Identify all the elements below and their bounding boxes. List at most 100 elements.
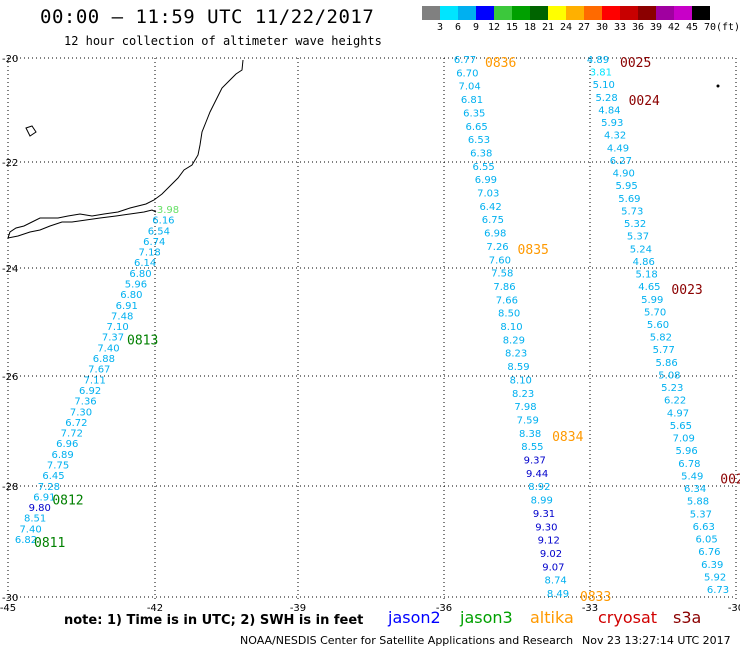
color-swatch <box>422 6 440 20</box>
color-scale-label: 70 <box>703 22 717 33</box>
wave-height-value: 7.30 <box>70 407 92 418</box>
color-scale-label: 15 <box>505 22 519 33</box>
wave-height-value: 5.95 <box>615 181 637 192</box>
legend-altika-label: altika <box>530 608 574 627</box>
wave-height-value: 9.12 <box>538 536 560 547</box>
wave-height-value: 9.37 <box>524 456 546 467</box>
lat-label: -28 <box>2 482 18 493</box>
wave-height-value: 8.10 <box>500 322 522 333</box>
island <box>25 125 37 137</box>
wave-height-value: 6.05 <box>695 535 717 546</box>
wave-height-value: 6.70 <box>456 68 478 79</box>
wave-height-value: 5.65 <box>670 421 692 432</box>
wave-height-value: 4.65 <box>638 282 660 293</box>
wave-height-value: 8.55 <box>521 442 543 453</box>
wave-height-value: 6.63 <box>693 522 715 533</box>
wave-height-value: 5.96 <box>675 446 697 457</box>
time-label: 0811 <box>34 536 65 551</box>
wave-height-value: 6.27 <box>610 156 632 167</box>
wave-height-value: 8.51 <box>24 514 46 525</box>
wave-height-value: 7.60 <box>489 255 511 266</box>
axis-labels: -45 -42 -39 -36 -33 -30 -20 -22 -24 -26 -28 -30 <box>0 54 740 614</box>
wave-height-value: 5.82 <box>650 333 672 344</box>
wave-height-value: 6.96 <box>56 439 78 450</box>
wave-height-value: 5.99 <box>641 295 663 306</box>
color-scale-label: 6 <box>454 22 462 33</box>
wave-height-value: 5.32 <box>624 219 646 230</box>
wave-height-value: 6.14 <box>134 258 156 269</box>
wave-height-value: 4.90 <box>613 169 635 180</box>
wave-height-value: 8.10 <box>510 375 532 386</box>
wave-height-value: 7.28 <box>38 482 60 493</box>
wave-height-value: 6.74 <box>143 237 165 248</box>
wave-height-value: 5.60 <box>647 320 669 331</box>
island-dot <box>716 84 720 88</box>
color-scale-label: 45 <box>685 22 699 33</box>
wave-height-value: 6.35 <box>463 108 485 119</box>
wave-height-value: 9.80 <box>29 503 51 514</box>
wave-height-value: 5.88 <box>687 497 709 508</box>
wave-height-value: 6.72 <box>65 418 87 429</box>
wave-height-value: 4.86 <box>633 257 655 268</box>
coastline <box>7 59 244 239</box>
time-label: 0834 <box>552 430 583 445</box>
wave-height-value: 6.81 <box>461 95 483 106</box>
legend-cryosat-label: cryosat <box>598 608 658 627</box>
wave-height-value: 6.92 <box>79 386 101 397</box>
color-scale-label: 39 <box>649 22 663 33</box>
wave-height-value: 6.80 <box>129 269 151 280</box>
color-swatch <box>494 6 512 20</box>
color-swatch <box>674 6 692 20</box>
lat-label: -26 <box>2 372 18 383</box>
wave-height-value: 7.66 <box>496 295 518 306</box>
wave-height-value: 6.99 <box>475 175 497 186</box>
wave-height-value: 7.03 <box>477 189 499 200</box>
wave-height-value: 7.40 <box>97 343 119 354</box>
wave-height-value: 7.10 <box>106 322 128 333</box>
wave-height-value: 5.18 <box>635 270 657 281</box>
wave-height-value: 6.98 <box>484 229 506 240</box>
color-swatch <box>476 6 494 20</box>
wave-height-value: 5.24 <box>630 244 652 255</box>
lon-label: -45 <box>0 603 16 614</box>
color-swatch <box>656 6 674 20</box>
timestamp-text: Nov 23 13:27:14 UTC 2017 <box>582 634 731 647</box>
color-scale-label: 24 <box>559 22 573 33</box>
wave-height-value: 8.74 <box>545 576 567 587</box>
credit-text: NOAA/NESDIS Center for Satellite Applica… <box>240 634 574 647</box>
wave-height-value: 4.32 <box>604 131 626 142</box>
wave-height-value: 8.50 <box>498 309 520 320</box>
page-subtitle: 12 hour collection of altimeter wave hei… <box>64 34 382 48</box>
wave-height-value: 5.28 <box>595 93 617 104</box>
wave-height-value: 5.37 <box>690 509 712 520</box>
color-swatch <box>548 6 566 20</box>
color-scale-label: 12 <box>487 22 501 33</box>
wave-height-value: 5.69 <box>618 194 640 205</box>
satellite-tracks: 3.986.166.546.747.186.146.805.966.806.91… <box>15 55 740 605</box>
wave-height-value: 6.88 <box>93 354 115 365</box>
wave-height-value: 6.38 <box>470 148 492 159</box>
wave-height-value: 8.23 <box>512 389 534 400</box>
wave-height-value: 7.26 <box>486 242 508 253</box>
wave-height-value: 7.75 <box>47 460 69 471</box>
wave-height-value: 6.54 <box>148 226 170 237</box>
wave-height-value: 6.55 <box>472 162 494 173</box>
color-scale-label: 36 <box>631 22 645 33</box>
wave-height-value: 7.09 <box>673 434 695 445</box>
wave-height-value: 7.72 <box>61 429 83 440</box>
wave-height-value: 7.59 <box>517 415 539 426</box>
wave-height-value: 5.92 <box>704 572 726 583</box>
legend-jason3: jason3 <box>460 608 513 627</box>
wave-height-value: 6.53 <box>468 135 490 146</box>
wave-height-value: 8.38 <box>519 429 541 440</box>
time-label: 0835 <box>518 243 549 258</box>
lon-label: -36 <box>436 603 452 614</box>
wave-height-value: 7.04 <box>459 82 481 93</box>
wave-height-value: 5.70 <box>644 307 666 318</box>
wave-height-value: 7.86 <box>493 282 515 293</box>
note-text: note: 1) Time is in UTC; 2) SWH is in fe… <box>64 613 364 628</box>
wave-height-value: 9.31 <box>533 509 555 520</box>
legend-jason3-label: jason3 <box>460 608 513 627</box>
wave-height-value: 6.45 <box>42 471 64 482</box>
